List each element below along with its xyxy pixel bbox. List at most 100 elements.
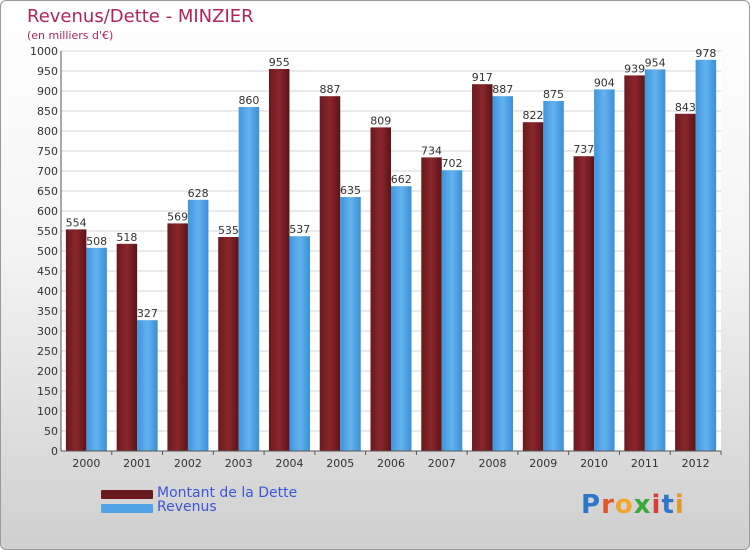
x-tick-label: 2003: [225, 457, 253, 470]
proxiti-logo: Proxiti: [581, 490, 685, 520]
y-tick-label: 150: [37, 385, 58, 398]
x-tick-label: 2009: [529, 457, 557, 470]
y-tick-label: 50: [44, 425, 58, 438]
bar-revenus: [644, 69, 666, 452]
y-tick-label: 100: [37, 405, 58, 418]
bar-dette: [116, 243, 138, 451]
x-tick-label: 2012: [682, 457, 710, 470]
chart-subtitle: (en milliers d'€): [27, 29, 114, 42]
bar-dette: [370, 127, 391, 452]
y-tick-label: 750: [37, 145, 58, 158]
y-tick-label: 250: [37, 345, 58, 358]
data-label-revenus: 628: [188, 187, 209, 200]
logo-letter: P: [581, 490, 602, 520]
bar-revenus: [391, 186, 412, 451]
legend-label-revenus: Revenus: [157, 499, 217, 515]
bar-dette: [421, 157, 442, 451]
y-tick-label: 200: [37, 365, 58, 378]
data-label-revenus: 954: [645, 56, 666, 69]
data-label-revenus: 904: [594, 76, 615, 89]
data-label-dette: 734: [421, 144, 442, 157]
bar-dette: [573, 156, 595, 451]
y-tick-label: 500: [37, 245, 58, 258]
data-label-revenus: 537: [289, 223, 310, 236]
legend-swatch-revenus: [101, 504, 153, 513]
bar-revenus: [492, 96, 514, 451]
x-tick-label: 2011: [631, 457, 659, 470]
logo-letter: r: [601, 490, 615, 520]
y-tick-label: 400: [37, 285, 58, 298]
chart-title: Revenus/Dette - MINZIER: [27, 6, 254, 27]
bar-dette: [319, 96, 341, 451]
logo-letter: i: [651, 490, 662, 520]
data-label-revenus: 860: [238, 94, 259, 107]
bar-dette: [65, 229, 87, 451]
bar-revenus: [137, 320, 158, 451]
bar-revenus: [86, 247, 107, 451]
y-tick-label: 350: [37, 305, 58, 318]
legend-swatch-dette: [101, 490, 153, 499]
data-label-revenus: 662: [391, 173, 412, 186]
data-label-dette: 939: [624, 62, 645, 75]
data-label-revenus: 702: [442, 157, 463, 170]
bar-revenus: [187, 199, 209, 451]
logo-letter: o: [614, 490, 634, 520]
x-tick-label: 2000: [72, 457, 100, 470]
x-tick-label: 2001: [123, 457, 151, 470]
data-label-revenus: 887: [492, 83, 513, 96]
data-label-revenus: 635: [340, 184, 361, 197]
bar-revenus: [441, 170, 463, 451]
bar-revenus: [543, 101, 564, 451]
bar-revenus: [695, 59, 717, 452]
x-tick-label: 2002: [174, 457, 202, 470]
logo-letter: i: [674, 490, 685, 520]
data-label-revenus: 875: [543, 88, 564, 101]
logo-letter: t: [661, 490, 675, 520]
bar-dette: [268, 69, 290, 451]
y-tick-label: 450: [37, 265, 58, 278]
y-tick-label: 950: [37, 65, 58, 78]
data-label-revenus: 508: [86, 235, 107, 248]
y-tick-label: 600: [37, 205, 58, 218]
y-tick-label: 550: [37, 225, 58, 238]
bar-dette: [472, 84, 493, 451]
data-label-dette: 822: [523, 109, 544, 122]
y-tick-label: 700: [37, 165, 58, 178]
data-label-dette: 569: [167, 210, 188, 223]
x-tick-label: 2008: [479, 457, 507, 470]
y-tick-label: 800: [37, 125, 58, 138]
logo-letter: x: [633, 490, 652, 520]
data-label-dette: 955: [269, 56, 290, 69]
bar-dette: [218, 237, 239, 451]
bar-revenus: [238, 107, 260, 451]
y-tick-label: 300: [37, 325, 58, 338]
data-label-dette: 535: [218, 224, 239, 237]
data-label-dette: 518: [116, 231, 137, 244]
data-label-dette: 843: [675, 101, 696, 114]
data-label-dette: 887: [319, 83, 340, 96]
y-tick-label: 900: [37, 85, 58, 98]
y-tick-label: 850: [37, 105, 58, 118]
bar-dette: [675, 113, 696, 452]
x-tick-label: 2005: [326, 457, 354, 470]
data-label-revenus: 978: [695, 47, 716, 60]
x-tick-label: 2010: [580, 457, 608, 470]
bar-dette: [167, 223, 188, 451]
x-tick-label: 2007: [428, 457, 456, 470]
bar-revenus: [594, 89, 615, 452]
data-label-dette: 737: [573, 143, 594, 156]
data-label-dette: 809: [370, 114, 391, 127]
y-tick-label: 0: [51, 445, 58, 458]
data-label-dette: 917: [472, 71, 493, 84]
data-label-revenus: 327: [137, 307, 158, 320]
bar-dette: [522, 122, 544, 451]
y-tick-label: 650: [37, 185, 58, 198]
bar-dette: [624, 75, 645, 452]
bar-revenus: [289, 236, 310, 451]
x-tick-label: 2006: [377, 457, 405, 470]
data-label-dette: 554: [66, 216, 87, 229]
x-tick-label: 2004: [275, 457, 303, 470]
legend-label-dette: Montant de la Dette: [157, 485, 298, 501]
